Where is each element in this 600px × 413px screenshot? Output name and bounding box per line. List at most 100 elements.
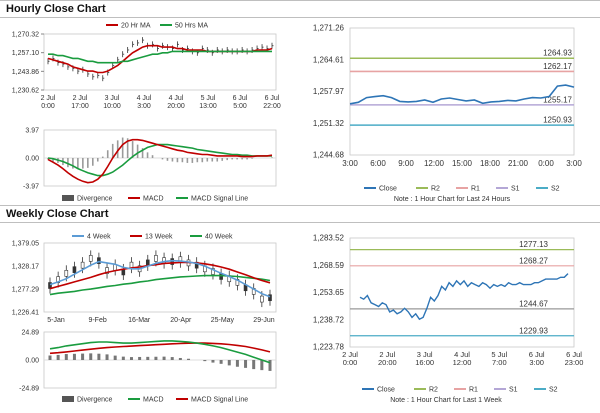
weekly-price-xtick: 5-Jan xyxy=(47,317,65,324)
weekly-close-line xyxy=(359,273,569,321)
weekly-r1-label: 1268.27 xyxy=(519,256,548,265)
hourly-title-divider xyxy=(0,17,600,18)
weekly-pivot-xtick: 6 Jul 23:00 xyxy=(565,350,584,367)
weekly-pivot-xtick: 3 Jul 16:00 xyxy=(415,350,434,367)
legend-hourly-divergence-swatch xyxy=(62,195,74,201)
weekly-candle-body xyxy=(178,256,183,264)
weekly-4week-line xyxy=(49,259,271,298)
hourly-price-xtick: 4 Jul 20:00 xyxy=(167,95,185,110)
weekly-candle-body xyxy=(80,261,85,269)
hourly-macd-signal-line xyxy=(47,143,272,177)
section-divider xyxy=(0,205,600,206)
weekly-candle-body xyxy=(211,268,215,275)
weekly-candle-body xyxy=(227,275,232,283)
hourly-price-xtick: 3 Jul 10:00 xyxy=(103,95,121,110)
weekly-candle-body xyxy=(121,268,126,276)
legend-weekly-macd-label: MACD xyxy=(143,397,164,404)
legend-weekly-divergence-swatch xyxy=(62,396,74,402)
hourly-pivot-xtick: 6:00 xyxy=(370,159,386,168)
weekly-candle-body xyxy=(260,295,264,303)
legend-20hr-ma-label: 20 Hr MA xyxy=(121,23,151,30)
weekly-macd-signal-line xyxy=(49,342,271,355)
hourly-price-xtick: 6 Jul 22:00 xyxy=(263,95,281,110)
weekly-section-title: Weekly Close Chart xyxy=(6,208,109,220)
hourly-pivot-xtick: 12:00 xyxy=(424,159,445,168)
weekly-candle-body xyxy=(105,267,109,274)
legend-40week-label: 40 Week xyxy=(205,234,233,241)
legend-hourly-s1-label: S1 xyxy=(511,186,520,193)
legend-hourly-close-label: Close xyxy=(379,186,397,193)
hourly-macd-frame xyxy=(43,129,277,187)
weekly-macd-ytick: -24.89 xyxy=(19,386,39,393)
hourly-pivot-ytick: 1,257.97 xyxy=(313,87,345,96)
legend-weekly-signal-label: MACD Signal Line xyxy=(191,397,248,404)
weekly-candle-body xyxy=(129,261,134,269)
weekly-candle-body xyxy=(145,259,150,267)
weekly-price-xtick: 20-Apr xyxy=(170,317,192,324)
weekly-pivot-xtick: 4 Jul 12:00 xyxy=(453,350,472,367)
hourly-pivot-frame xyxy=(349,27,575,156)
weekly-candle-body xyxy=(88,255,93,262)
legend-hourly-r2-label: R2 xyxy=(431,186,440,193)
weekly-r2-label: 1277.13 xyxy=(519,240,548,249)
hourly-pivot-xtick: 3:00 xyxy=(342,159,358,168)
hourly-pivot-xtick: 21:00 xyxy=(508,159,529,168)
hourly-price-xtick: 5 Jul 13:00 xyxy=(199,95,217,110)
hourly-pivot-xtick: 3:00 xyxy=(566,159,582,168)
hourly-50hr-ma-line xyxy=(48,50,272,64)
weekly-candle-body xyxy=(97,257,101,264)
weekly-pivot-note: Note : 1 Hour Chart for Last 1 Week xyxy=(390,397,502,404)
weekly-price-xtick: 29-Jun xyxy=(253,317,275,324)
hourly-price-xtick: 4 Jul 3:00 xyxy=(137,95,152,110)
weekly-pivot-ytick: 1,238.72 xyxy=(313,315,345,324)
weekly-price-ytick: 1,328.17 xyxy=(12,264,39,271)
hourly-price-ytick: 1,270.32 xyxy=(12,32,39,39)
weekly-candle-body xyxy=(64,270,69,277)
hourly-macd-line xyxy=(47,138,273,184)
legend-hourly-r1-label: R1 xyxy=(471,186,480,193)
weekly-price-frame xyxy=(43,242,277,313)
hourly-pivot-ytick: 1,264.61 xyxy=(313,55,345,64)
hourly-price-xtick: 6 Jul 5:00 xyxy=(233,95,248,110)
legend-weekly-r1-label: R1 xyxy=(469,387,478,394)
weekly-candle-body xyxy=(72,266,77,273)
legend-13week-label: 13 Week xyxy=(145,234,173,241)
weekly-pivot-xtick: 2 Jul 0:00 xyxy=(342,350,358,367)
weekly-candle-body xyxy=(48,282,52,289)
weekly-40week-line xyxy=(49,274,271,296)
legend-hourly-macd-label: MACD xyxy=(143,196,164,203)
weekly-candle-body xyxy=(154,255,158,262)
weekly-pivot-ytick: 1,283.52 xyxy=(313,234,345,243)
weekly-candle-body xyxy=(268,294,272,302)
hourly-r1-label: 1262.17 xyxy=(543,62,572,71)
weekly-candle-body xyxy=(219,273,223,280)
weekly-candle-body xyxy=(113,264,117,271)
weekly-price-ytick: 1,379.05 xyxy=(12,241,39,248)
weekly-pivot-ytick: 1,253.65 xyxy=(313,288,345,297)
hourly-s2-label: 1250.93 xyxy=(543,116,572,125)
legend-50hr-ma-label: 50 Hrs MA xyxy=(175,23,208,30)
weekly-candle-body xyxy=(56,276,60,283)
legend-weekly-s2-label: S2 xyxy=(549,387,558,394)
hourly-pivot-ytick: 1,271.26 xyxy=(313,24,345,33)
legend-weekly-s1-label: S1 xyxy=(509,387,518,394)
weekly-candle-body xyxy=(235,279,240,286)
weekly-price-ytick: 1,226.41 xyxy=(12,310,39,317)
legend-hourly-signal-label: MACD Signal Line xyxy=(191,196,248,203)
hourly-price-xtick: 2 Jul 17:00 xyxy=(71,95,89,110)
weekly-candle-body xyxy=(186,259,191,267)
hourly-macd-ytick: -3.97 xyxy=(23,184,39,191)
hourly-s1-label: 1255.17 xyxy=(543,95,572,104)
hourly-pivot-note: Note : 1 Hour Chart for Last 24 Hours xyxy=(394,196,511,203)
hourly-price-frame xyxy=(43,33,277,91)
hourly-pivot-ytick: 1,244.68 xyxy=(313,151,345,160)
weekly-pivot-frame xyxy=(349,237,575,348)
hourly-price-ytick: 1,230.62 xyxy=(12,88,39,95)
legend-weekly-r2-label: R2 xyxy=(429,387,438,394)
weekly-price-xtick: 25-May xyxy=(211,317,235,324)
weekly-candle-body xyxy=(194,261,199,269)
hourly-pivot-xtick: 15:00 xyxy=(452,159,473,168)
weekly-candle-body xyxy=(203,265,207,273)
hourly-pivot-ytick: 1,251.32 xyxy=(313,119,345,128)
